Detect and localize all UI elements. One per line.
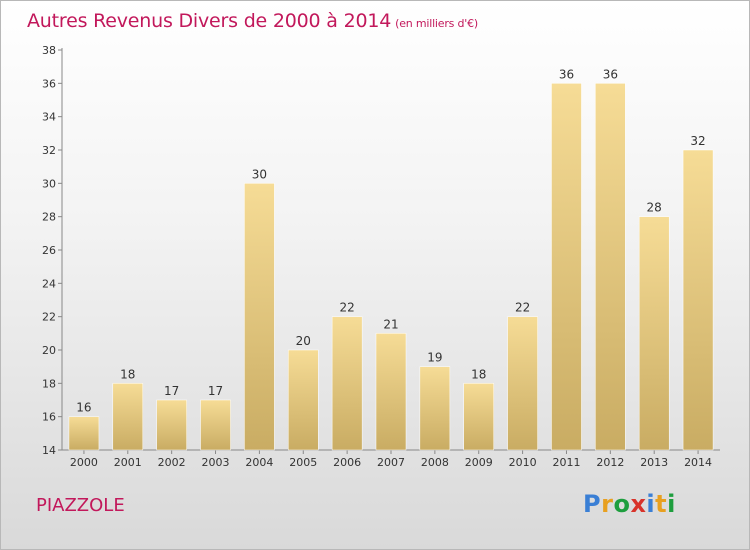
y-axis: 14 16 18 20 22 24 26 28 30 32 34 36 38 bbox=[42, 44, 63, 457]
x-axis: 2000 2001 2002 2003 2004 2005 2006 2007 2008 2009… bbox=[62, 449, 720, 469]
x-tick-label-2011: 2011 bbox=[552, 456, 580, 469]
bar-2008 bbox=[419, 366, 451, 451]
value-labels: 16 18 17 17 30 20 22 21 19 18 22 36 36 28 32 bbox=[76, 67, 705, 414]
value-label-2007: 21 bbox=[383, 317, 398, 331]
x-tick-label-2009: 2009 bbox=[465, 456, 493, 469]
bar-2011 bbox=[551, 83, 582, 451]
y-tick-label: 30 bbox=[42, 177, 56, 190]
y-tick-label: 28 bbox=[42, 211, 56, 224]
bar-2007 bbox=[375, 333, 407, 451]
logo-letter: i bbox=[667, 490, 676, 518]
value-label-2010: 22 bbox=[515, 301, 530, 315]
bar-2005 bbox=[288, 349, 319, 451]
x-tick-label-2013: 2013 bbox=[640, 456, 668, 469]
y-tick-label: 16 bbox=[42, 411, 56, 424]
x-tick-label-2014: 2014 bbox=[684, 456, 712, 469]
value-label-2014: 32 bbox=[690, 134, 705, 148]
y-tick-label: 34 bbox=[42, 111, 56, 124]
y-tick-label: 14 bbox=[42, 444, 56, 457]
bars bbox=[68, 83, 714, 451]
y-tick-label: 18 bbox=[42, 377, 56, 390]
y-tick-label: 26 bbox=[42, 244, 56, 257]
value-label-2001: 18 bbox=[120, 367, 135, 381]
logo-letter: i bbox=[646, 490, 656, 518]
logo-letter: t bbox=[655, 490, 668, 518]
x-tick-label-2001: 2001 bbox=[114, 456, 142, 469]
bar-2003 bbox=[200, 399, 231, 451]
x-tick-label-2000: 2000 bbox=[70, 456, 98, 469]
value-label-2004: 30 bbox=[252, 167, 267, 181]
value-label-2005: 20 bbox=[296, 334, 311, 348]
chart-title: Autres Revenus Divers de 2000 à 2014 (en … bbox=[27, 10, 478, 32]
x-tick-label-2007: 2007 bbox=[377, 456, 405, 469]
chart-subtitle: (en milliers d'€) bbox=[395, 17, 479, 30]
value-label-2006: 22 bbox=[339, 301, 354, 315]
value-label-2002: 17 bbox=[164, 384, 179, 398]
y-tick-label: 22 bbox=[42, 311, 56, 324]
logo-letter: P bbox=[583, 490, 602, 518]
value-label-2012: 36 bbox=[603, 67, 618, 81]
x-tick-label-2006: 2006 bbox=[333, 456, 361, 469]
bar-2001 bbox=[112, 383, 144, 451]
bar-2006 bbox=[331, 316, 363, 451]
chart-title-main: Autres Revenus Divers de 2000 à 2014 bbox=[27, 10, 392, 32]
bar-2012 bbox=[595, 83, 626, 451]
value-label-2011: 36 bbox=[559, 67, 574, 81]
x-tick-label-2003: 2003 bbox=[202, 456, 230, 469]
proxiti-logo: Proxiti bbox=[583, 490, 676, 518]
value-label-2009: 18 bbox=[471, 367, 486, 381]
bar-2000 bbox=[68, 416, 100, 451]
bar-2002 bbox=[156, 399, 187, 451]
value-label-2013: 28 bbox=[647, 201, 662, 215]
bar-2010 bbox=[507, 316, 538, 451]
logo-letter: x bbox=[630, 490, 647, 518]
y-tick-label: 36 bbox=[42, 77, 56, 90]
x-tick-label-2010: 2010 bbox=[509, 456, 537, 469]
commune-name: PIAZZOLE bbox=[36, 495, 125, 516]
y-tick-label: 20 bbox=[42, 344, 56, 357]
bar-2004 bbox=[244, 183, 275, 451]
y-tick-label: 32 bbox=[42, 144, 56, 157]
x-tick-label-2004: 2004 bbox=[245, 456, 273, 469]
value-label-2008: 19 bbox=[427, 351, 442, 365]
x-tick-label-2012: 2012 bbox=[596, 456, 624, 469]
x-tick-label-2008: 2008 bbox=[421, 456, 449, 469]
value-label-2000: 16 bbox=[76, 401, 91, 415]
value-label-2003: 17 bbox=[208, 384, 223, 398]
x-tick-label-2002: 2002 bbox=[158, 456, 186, 469]
bar-2014 bbox=[682, 149, 714, 451]
bar-2013 bbox=[638, 216, 670, 451]
logo-letter: o bbox=[613, 490, 631, 518]
bar-2009 bbox=[463, 383, 494, 451]
y-tick-label: 38 bbox=[42, 44, 56, 57]
logo-letter: r bbox=[601, 490, 614, 518]
x-tick-label-2005: 2005 bbox=[289, 456, 317, 469]
y-tick-label: 24 bbox=[42, 277, 56, 290]
